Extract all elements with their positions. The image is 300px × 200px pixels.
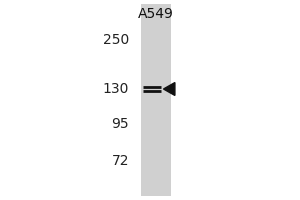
Polygon shape — [164, 83, 175, 95]
Text: A549: A549 — [138, 7, 174, 21]
Bar — [141, 4, 171, 196]
Text: 72: 72 — [112, 154, 129, 168]
Text: 250: 250 — [103, 33, 129, 47]
Text: 95: 95 — [111, 117, 129, 131]
Text: 130: 130 — [103, 82, 129, 96]
